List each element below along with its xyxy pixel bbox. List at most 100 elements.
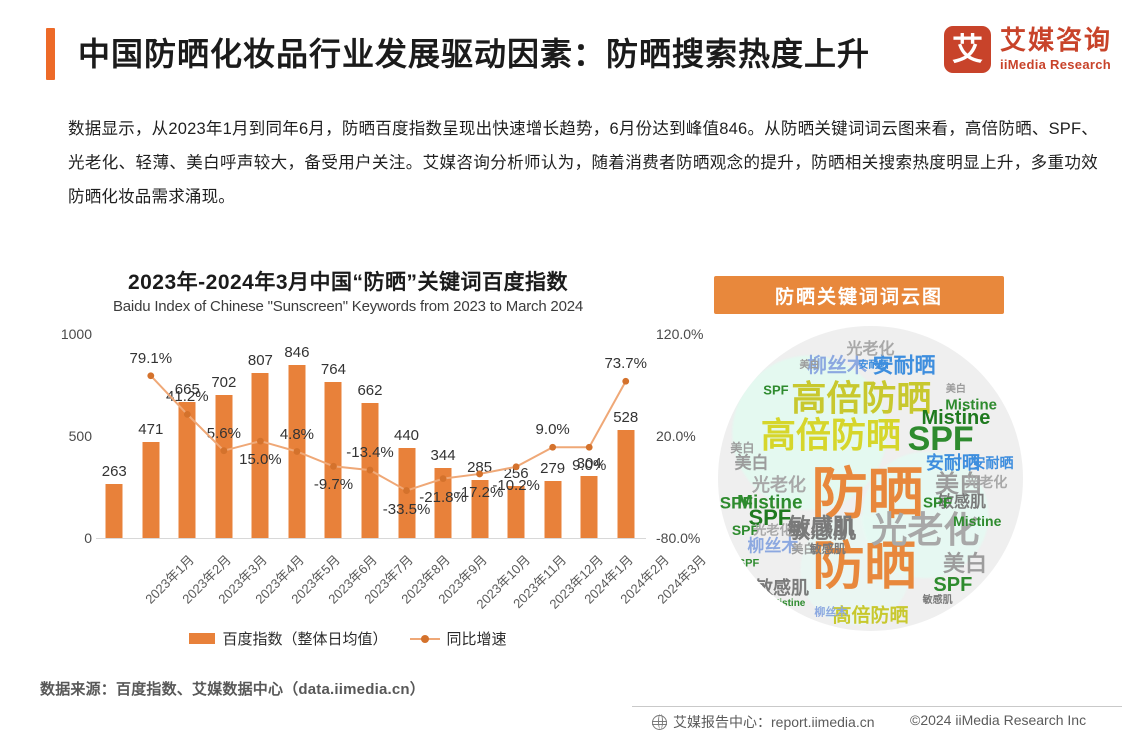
bar-slot[interactable]: 263 xyxy=(96,334,133,538)
line-point[interactable] xyxy=(330,462,337,470)
line-point[interactable] xyxy=(147,372,155,380)
word-cloud-word: Mistine xyxy=(945,396,997,414)
left-axis-tick: 1000 xyxy=(60,326,92,342)
data-source-note: 数据来源：百度指数、艾媒数据中心（data.iimedia.cn） xyxy=(40,681,425,698)
growth-rate-label: 4.8% xyxy=(279,425,315,443)
growth-rate-label: 79.1% xyxy=(129,349,173,367)
word-cloud-word: SPF xyxy=(748,505,792,531)
bar-slot[interactable]: 807 xyxy=(242,334,279,538)
word-cloud-word: 高倍防晒 xyxy=(832,605,909,627)
word-cloud-word: 高倍防晒 xyxy=(760,416,901,456)
footer-report-center-label: 艾媒报告中心：report.iimedia.cn xyxy=(673,714,875,730)
bar-value-label: 440 xyxy=(394,427,420,445)
growth-rate-label: 73.7% xyxy=(604,355,647,373)
bar[interactable] xyxy=(251,373,269,538)
word-cloud-word: 防晒 xyxy=(811,461,924,525)
footer-report-center: 艾媒报告中心：report.iimedia.cn xyxy=(651,712,875,732)
bar-value-label: 304 xyxy=(576,454,602,472)
legend-item-bar: 百度指数（整体日均值） xyxy=(189,628,388,649)
bar[interactable] xyxy=(434,467,452,538)
growth-rate-label: 9.0% xyxy=(572,457,607,475)
logo-name-cn: 艾媒咨询 xyxy=(999,25,1112,56)
line-point[interactable] xyxy=(622,377,630,385)
word-cloud-word: 光老化 xyxy=(965,473,1008,490)
word-cloud-word: 光老化 xyxy=(753,522,793,538)
word-cloud-circle: 防晒 防晒 高倍防晒 高倍防晒 光老化 SPF 敏感肌 美白 美白 Mistine Mistine 安… xyxy=(718,326,1023,631)
bar[interactable] xyxy=(215,394,233,538)
bar-value-label: 665 xyxy=(174,381,200,399)
title-accent-bar xyxy=(46,28,55,80)
word-cloud-word: 柳丝木 xyxy=(806,354,867,377)
bar[interactable] xyxy=(544,481,562,538)
bar[interactable] xyxy=(471,479,489,538)
bar-value-label: 764 xyxy=(320,361,346,379)
legend-line-icon xyxy=(409,633,440,644)
bar[interactable] xyxy=(580,475,598,538)
word-cloud-word: 柳丝木 xyxy=(814,606,848,619)
intro-paragraph: 数据显示，从2023年1月到同年6月，防晒百度指数呈现出快速增长趋势，6月份达到… xyxy=(68,120,1098,206)
growth-rate-label: 41.2% xyxy=(166,388,209,406)
word-cloud-word: 防晒 xyxy=(812,537,917,596)
bar[interactable] xyxy=(324,382,342,538)
growth-rate-label: -33.5% xyxy=(382,500,431,518)
word-cloud-word: 柳丝木 xyxy=(747,536,799,556)
line-point[interactable] xyxy=(439,475,447,483)
growth-rate-label: 15.0% xyxy=(239,451,282,469)
bar-slot[interactable]: 702 xyxy=(206,334,243,538)
bar-value-label: 846 xyxy=(284,344,310,362)
bar-value-label: 528 xyxy=(613,409,639,427)
bar-slot[interactable]: 285 xyxy=(461,334,498,538)
bar-slot[interactable]: 471 xyxy=(133,334,170,538)
line-point[interactable] xyxy=(549,443,557,451)
word-cloud-word: SPF xyxy=(933,574,973,597)
bar-slot[interactable]: 528 xyxy=(607,334,644,538)
bar[interactable] xyxy=(142,441,160,538)
bar-value-label: 344 xyxy=(430,446,456,464)
bar[interactable] xyxy=(507,485,525,538)
line-point[interactable] xyxy=(220,447,228,455)
word-cloud-word: 光老化 xyxy=(846,341,895,359)
line-point[interactable] xyxy=(476,470,483,478)
bar-value-label: 471 xyxy=(138,420,164,438)
word-cloud-word: 敏感肌 xyxy=(788,514,855,540)
axis-baseline xyxy=(96,538,646,539)
line-series xyxy=(147,372,630,494)
line-point[interactable] xyxy=(403,487,410,494)
bar-slot[interactable]: 304 xyxy=(571,334,608,538)
growth-rate-label: -9.7% xyxy=(313,476,354,494)
word-cloud-word: 美白 xyxy=(791,541,816,556)
left-axis-tick: 0 xyxy=(84,530,92,546)
bar-slot[interactable]: 764 xyxy=(315,334,352,538)
word-cloud-word: 敏感肌 xyxy=(937,493,987,511)
bar-slot[interactable]: 279 xyxy=(534,334,571,538)
bar[interactable] xyxy=(105,484,123,538)
line-point[interactable] xyxy=(585,443,593,451)
line-point[interactable] xyxy=(257,437,264,445)
bar[interactable] xyxy=(178,402,196,538)
line-point[interactable] xyxy=(293,448,301,455)
plot-area: 263 471 665 702 807 846 764 662 440 344 285 256 279 3… xyxy=(96,334,647,538)
word-cloud-word: 敏感肌 xyxy=(787,516,857,543)
legend-label-bar: 百度指数（整体日均值） xyxy=(222,631,388,648)
bar-slot[interactable]: 344 xyxy=(425,334,462,538)
growth-rate-label: -13.4% xyxy=(346,444,394,462)
line-point[interactable] xyxy=(366,466,374,474)
header: 中国防晒化妆品行业发展驱动因素：防晒搜索热度上升 艾 艾媒咨询 iiMedia … xyxy=(0,0,1134,96)
word-cloud-word: 美白 xyxy=(943,550,988,576)
bar[interactable] xyxy=(617,430,635,538)
word-cloud-word: 安耐晒 xyxy=(872,354,936,378)
logo-name-en: iiMedia Research xyxy=(999,56,1111,72)
word-cloud-word: Mistine xyxy=(921,406,991,429)
growth-rate-label: 5.6% xyxy=(206,424,241,442)
bar-slot[interactable]: 665 xyxy=(169,334,206,538)
line-point[interactable] xyxy=(512,463,520,471)
word-cloud-word: SPF xyxy=(923,494,953,512)
word-cloud-word: Mistine xyxy=(770,597,806,609)
word-cloud-word: SPF xyxy=(719,493,753,513)
chart-title: 2023年-2024年3月中国“防晒”关键词百度指数 xyxy=(127,271,569,294)
legend-item-line: 同比增速 xyxy=(409,628,507,649)
line-point[interactable] xyxy=(183,410,191,418)
word-cloud-word: 美白 xyxy=(730,441,755,455)
word-cloud-word: 光老化 xyxy=(752,474,806,495)
bar-value-label: 279 xyxy=(540,460,566,478)
